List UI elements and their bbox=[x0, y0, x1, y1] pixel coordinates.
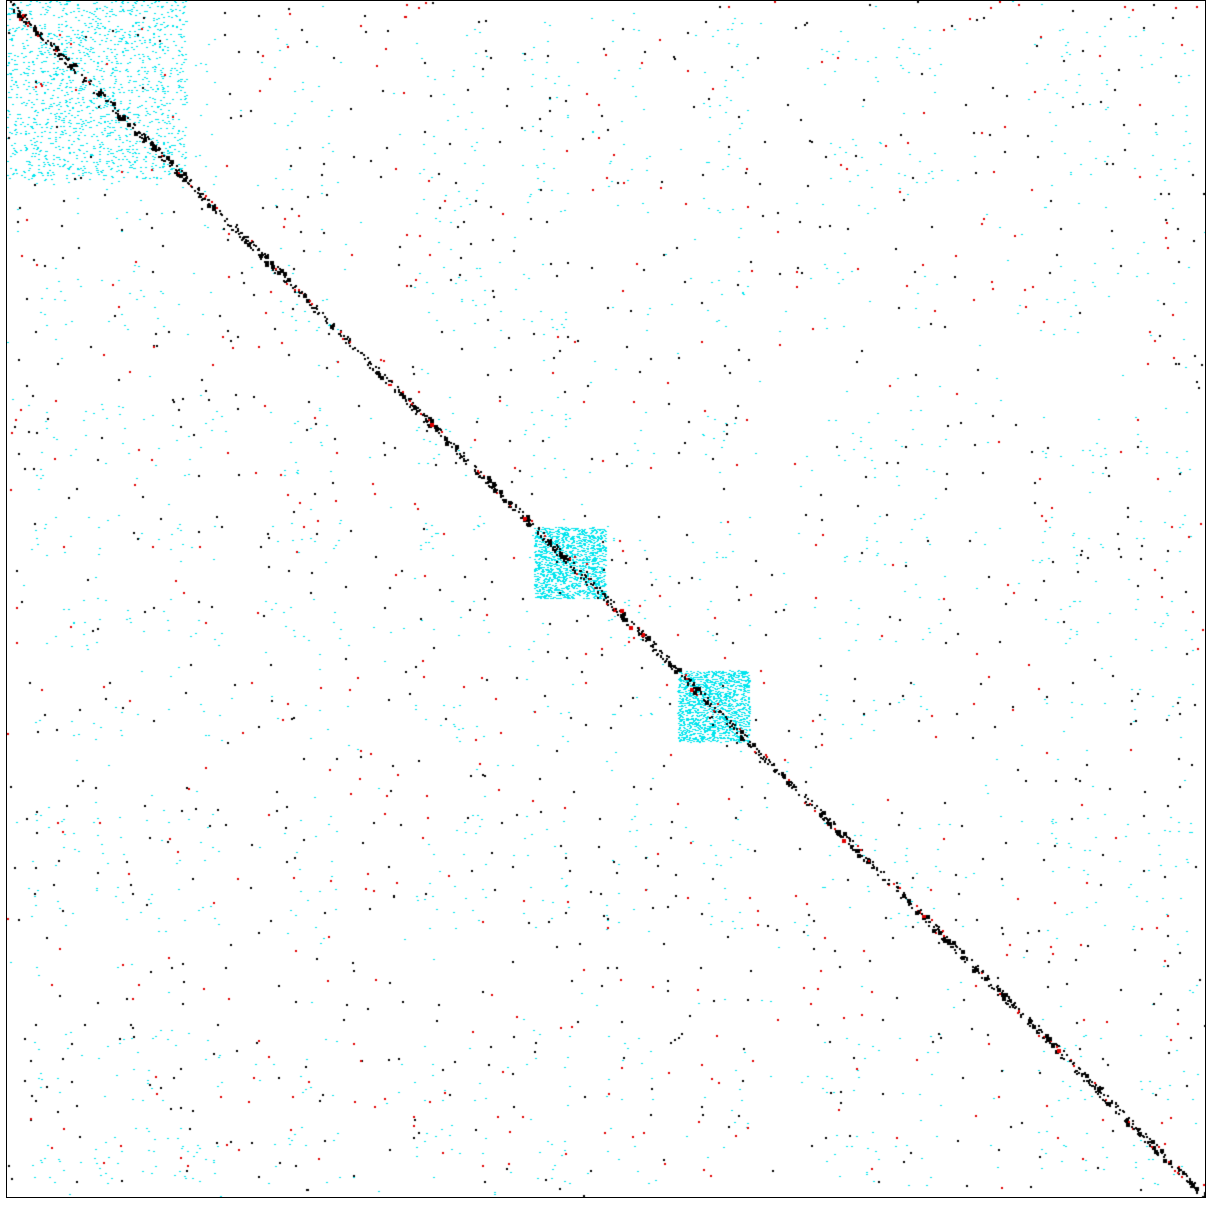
sparsity-pattern-canvas bbox=[7, 1, 1205, 1197]
matrix-plot-frame bbox=[6, 0, 1206, 1198]
